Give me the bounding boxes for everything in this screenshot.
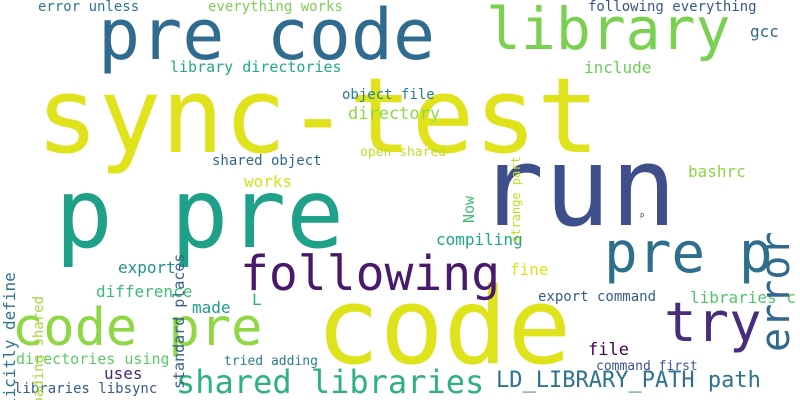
word-library: library bbox=[486, 0, 731, 63]
word-ld-library-path: LD_LIBRARY_PATH path bbox=[496, 368, 761, 393]
word-following-everything: following everything bbox=[588, 0, 757, 15]
word-libraries-libsync: libraries libsync bbox=[14, 381, 158, 397]
word-libraries-c: libraries c bbox=[690, 288, 796, 307]
word-open-shared: open shared bbox=[360, 145, 447, 160]
word-error-unless: error unless bbox=[38, 0, 140, 15]
word-error-vertical: error bbox=[753, 231, 799, 352]
word-sync-test: sync-test bbox=[36, 55, 600, 177]
word-file: file bbox=[588, 340, 629, 360]
word-shared-object: shared object bbox=[212, 153, 322, 169]
word-compiling: compiling bbox=[436, 230, 523, 249]
word-l-small: L bbox=[252, 290, 262, 309]
word-loading-shared: loading shared bbox=[31, 295, 47, 400]
word-export: export bbox=[118, 258, 176, 277]
word-works: works bbox=[244, 172, 293, 191]
word-export-command: export command bbox=[538, 289, 657, 305]
word-shared-libraries: shared libraries bbox=[176, 363, 485, 400]
word-p-small: p bbox=[640, 211, 645, 219]
word-explicitly-define: explicitly define bbox=[0, 272, 19, 400]
word-include: include bbox=[584, 58, 652, 77]
word-tried-adding: tried adding bbox=[224, 354, 318, 369]
word-bashrc: bashrc bbox=[688, 162, 746, 181]
word-pre-code: pre code bbox=[98, 0, 436, 76]
word-object-file: object file bbox=[342, 87, 435, 103]
word-standard-places: standard places bbox=[170, 253, 188, 389]
word-run: run bbox=[478, 123, 677, 251]
word-everything-works: everything works bbox=[208, 0, 343, 15]
word-command-first: command first bbox=[596, 359, 698, 374]
word-uses: uses bbox=[104, 364, 143, 383]
word-p-pre: p pre bbox=[55, 158, 344, 270]
word-code-pre: code pre bbox=[12, 298, 263, 358]
word-made: made bbox=[192, 298, 231, 317]
word-strange-part: strange part bbox=[509, 156, 523, 243]
word-gcc: gcc bbox=[750, 22, 779, 41]
word-now: Now bbox=[460, 195, 478, 223]
word-library-directories: library directories bbox=[170, 58, 342, 76]
word-code: code bbox=[316, 265, 572, 388]
word-fine: fine bbox=[510, 260, 549, 279]
word-directories-using: directories using bbox=[16, 350, 170, 368]
word-following: following bbox=[240, 246, 501, 302]
word-try: try bbox=[664, 291, 762, 354]
word-pre-p: pre p bbox=[604, 221, 773, 286]
word-difference: difference bbox=[96, 282, 193, 301]
word-directory: directory bbox=[348, 104, 441, 124]
